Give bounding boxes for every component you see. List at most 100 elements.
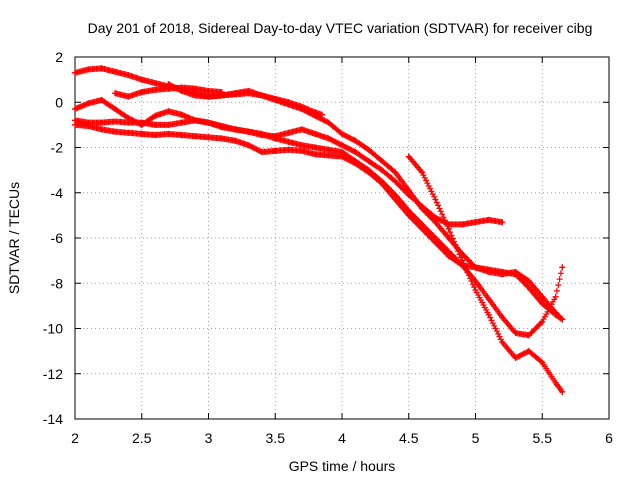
data-point <box>445 225 452 232</box>
x-tick-label: 5 <box>472 430 480 446</box>
data-point <box>325 146 332 153</box>
data-point <box>445 253 452 260</box>
data-point <box>112 128 119 135</box>
data-point <box>152 86 159 93</box>
data-point <box>178 132 185 139</box>
data-point <box>152 121 159 128</box>
data-point <box>165 130 172 137</box>
data-point <box>125 119 132 126</box>
chart-title: Day 201 of 2018, Sidereal Day-to-day VTE… <box>88 20 593 36</box>
data-point <box>499 268 506 275</box>
data-point <box>112 118 119 125</box>
data-point <box>312 144 319 151</box>
data-point <box>472 219 479 226</box>
data-point <box>392 178 399 185</box>
data-point <box>232 137 239 144</box>
data-point <box>285 99 292 106</box>
data-point <box>419 203 426 210</box>
data-point <box>285 129 292 136</box>
data-point <box>272 135 279 142</box>
data-points <box>72 65 566 395</box>
data-point <box>98 96 105 103</box>
data-point <box>192 117 199 124</box>
data-point <box>339 130 345 137</box>
data-point <box>165 108 172 115</box>
data-point <box>138 89 145 96</box>
series-track-2 <box>112 84 225 100</box>
data-point <box>499 219 506 226</box>
data-point <box>258 92 265 99</box>
data-point <box>339 142 345 149</box>
data-point <box>379 158 386 165</box>
data-point <box>152 112 159 119</box>
data-point <box>312 130 319 137</box>
data-point <box>379 180 386 187</box>
x-tick-label: 4.5 <box>399 430 419 446</box>
x-tick-label: 3.5 <box>266 430 286 446</box>
data-point <box>218 135 225 142</box>
data-point <box>125 72 132 79</box>
data-point <box>525 277 532 284</box>
data-point <box>98 126 105 133</box>
data-point <box>352 137 359 144</box>
data-point <box>85 123 92 130</box>
y-tick-label: 2 <box>55 49 63 65</box>
data-point <box>178 87 185 94</box>
data-point <box>245 90 252 97</box>
data-point <box>512 330 519 337</box>
data-point <box>552 379 559 386</box>
data-point <box>232 91 239 98</box>
data-point <box>325 119 332 126</box>
data-point <box>539 318 546 325</box>
data-point <box>352 149 359 156</box>
data-point <box>152 132 159 139</box>
x-tick-label: 6 <box>605 430 613 446</box>
data-point <box>285 146 292 153</box>
data-point <box>178 119 185 126</box>
grid <box>75 57 609 419</box>
data-point <box>272 147 279 154</box>
data-point <box>205 134 212 141</box>
data-point <box>525 332 532 339</box>
data-point <box>432 239 439 246</box>
x-tick-label: 2 <box>71 430 79 446</box>
series-track-7 <box>405 153 566 395</box>
data-point <box>205 87 212 94</box>
y-tick-label: -10 <box>43 321 63 337</box>
y-tick-label: -12 <box>43 366 63 382</box>
data-point <box>559 316 566 323</box>
data-point <box>499 339 506 346</box>
data-point <box>485 266 492 273</box>
data-point <box>419 225 426 232</box>
data-point <box>245 128 252 135</box>
data-point <box>98 119 105 126</box>
data-point <box>472 287 479 294</box>
data-point <box>72 69 78 76</box>
y-tick-label: -14 <box>43 411 63 427</box>
y-axis-label: SDTVAR / TECUs <box>6 182 22 294</box>
y-tick-label: -4 <box>51 185 64 201</box>
data-point <box>112 90 119 97</box>
data-point <box>365 158 372 165</box>
data-point <box>405 192 412 199</box>
data-point <box>525 284 532 291</box>
data-point <box>459 257 466 264</box>
data-point <box>258 130 265 137</box>
data-point <box>405 153 412 160</box>
data-point <box>192 85 199 92</box>
ticks <box>74 56 610 420</box>
data-point <box>432 214 439 221</box>
y-tick-label: 0 <box>55 94 63 110</box>
x-tick-label: 3 <box>205 430 213 446</box>
data-point <box>152 80 159 87</box>
data-point <box>138 76 145 83</box>
data-point <box>178 111 185 118</box>
data-point <box>539 300 546 307</box>
data-point <box>559 264 566 271</box>
data-point <box>72 121 78 128</box>
data-point <box>539 293 546 300</box>
data-point <box>192 133 199 140</box>
data-point <box>419 169 426 176</box>
